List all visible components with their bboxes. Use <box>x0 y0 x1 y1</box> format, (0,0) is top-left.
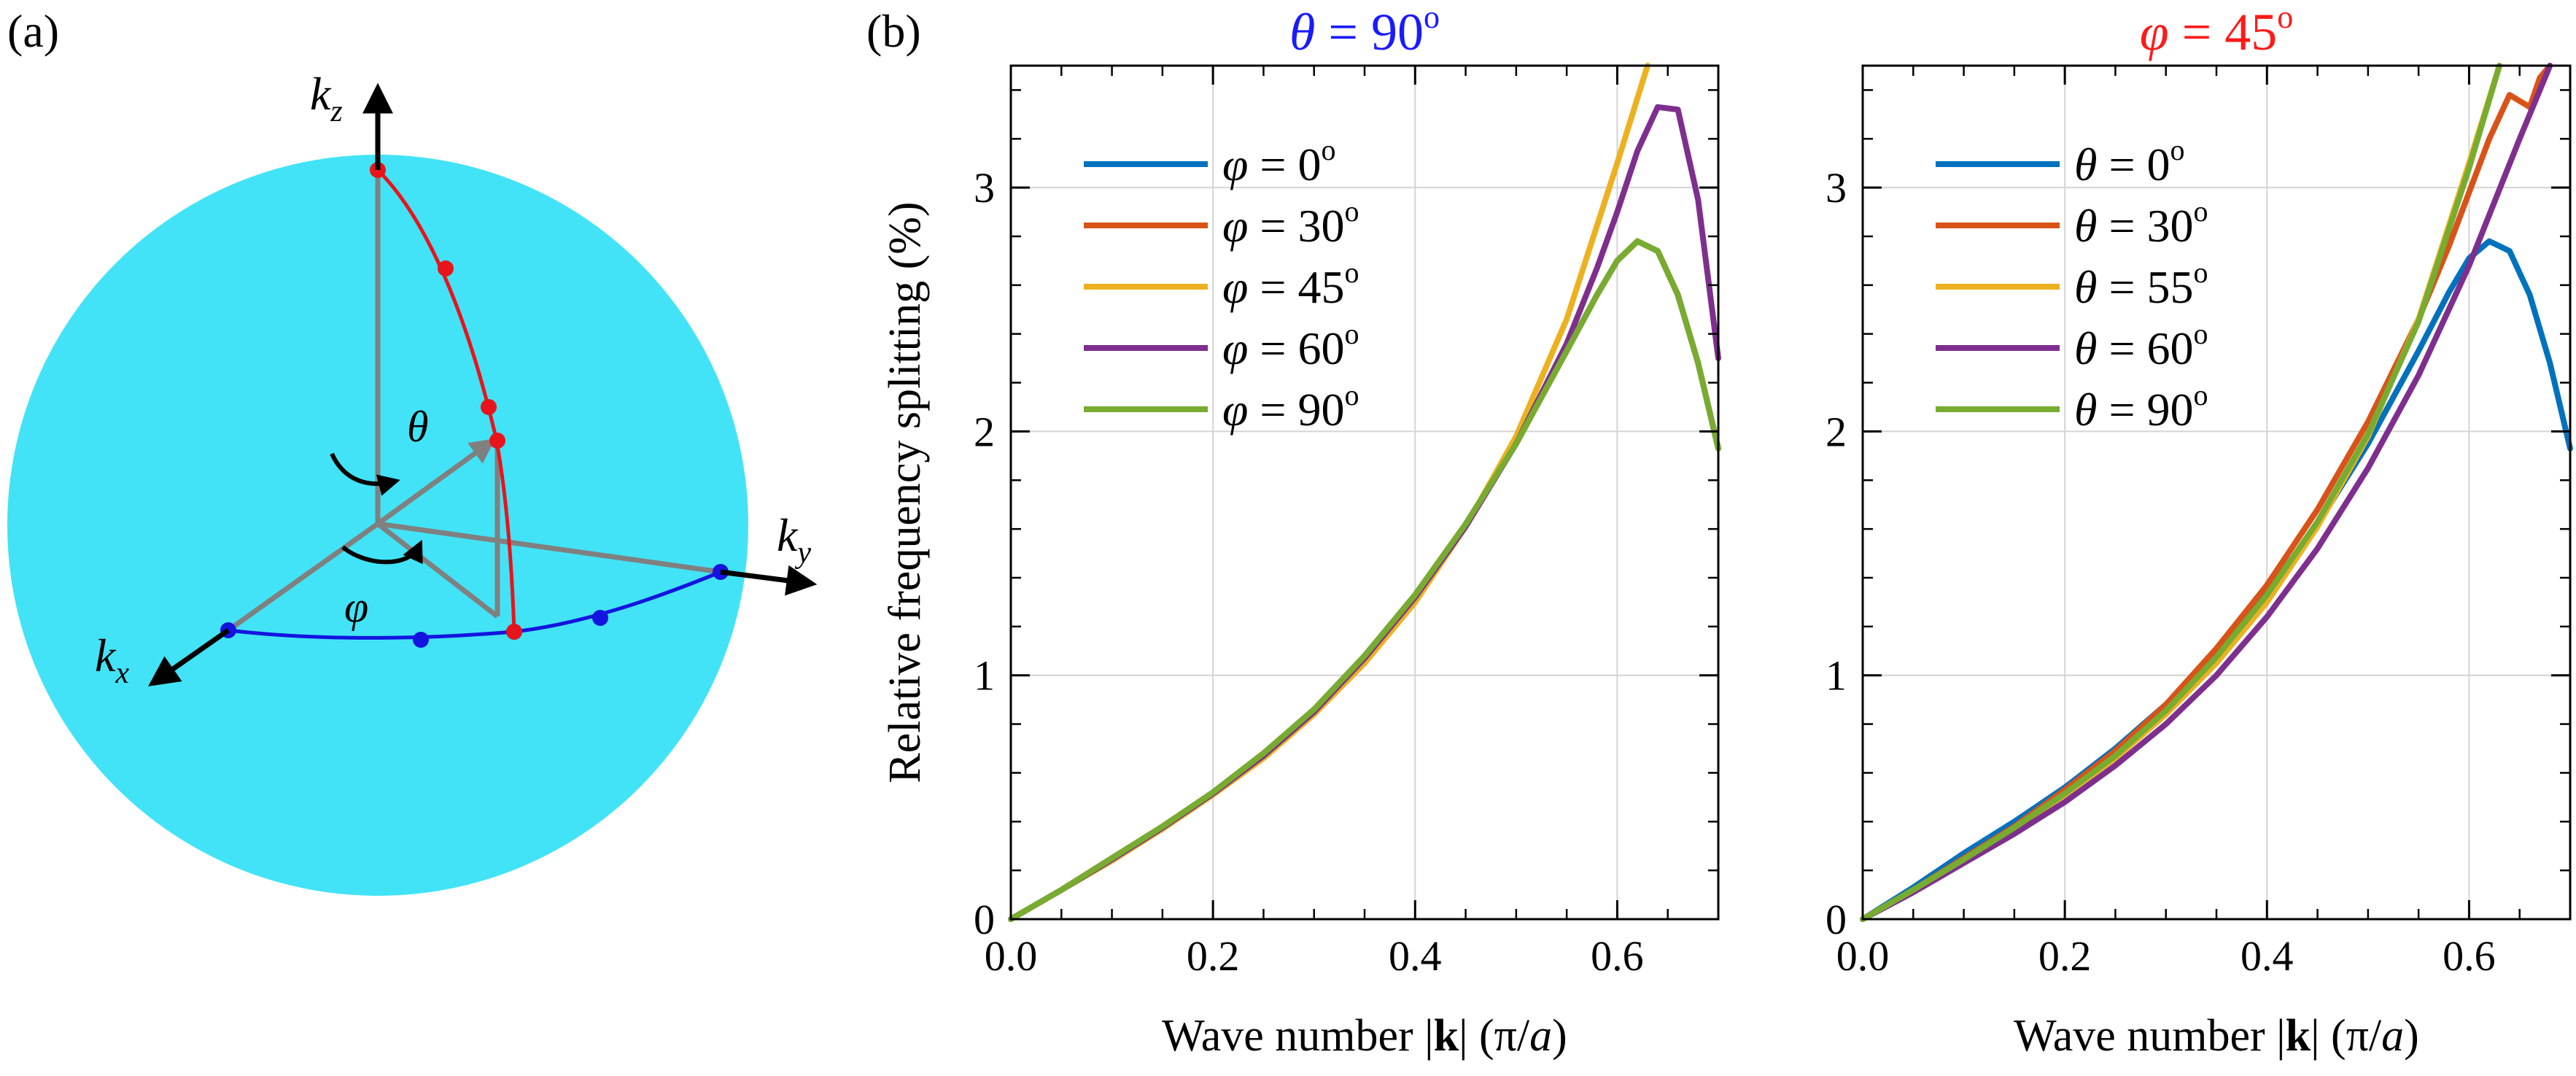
x-tick-label: 0.0 <box>985 932 1038 980</box>
series-line-4 <box>1008 238 1721 922</box>
phi-point <box>592 610 608 626</box>
kz-label: kz <box>310 68 343 128</box>
kx-label: kx <box>95 630 129 690</box>
legend-entry: θ = 90o <box>2074 379 2208 436</box>
x-axis-label: Wave number |k| (π/a) <box>2014 1011 2419 1061</box>
ky-projection-line <box>377 521 721 575</box>
ky-label: ky <box>777 509 811 570</box>
series-line-1 <box>1008 238 1721 922</box>
kx-axis-arrow <box>148 628 230 686</box>
series-line-3 <box>1860 63 2553 922</box>
theta-label: θ <box>407 403 428 451</box>
k-vector-arrow <box>376 438 496 526</box>
series-line-2 <box>1860 63 2502 922</box>
legend-entry: θ = 30o <box>2074 195 2208 252</box>
tick-labels: 0.0 0.2 0.4 0.6 0 1 2 3 <box>974 164 1644 980</box>
series-line-0 <box>1008 238 1721 922</box>
legend-entry: θ = 0o <box>2074 133 2185 190</box>
plot-frame <box>1861 64 2572 921</box>
series-lines <box>1008 63 1721 922</box>
grid-lines <box>1863 66 2570 919</box>
phi-label: φ <box>344 583 368 631</box>
theta-point <box>506 624 522 640</box>
x-tick-label: 0.4 <box>2241 932 2294 980</box>
legend-entry: θ = 55o <box>2074 256 2208 313</box>
chart-title: φ = 45o <box>2140 0 2293 61</box>
legend-entry: φ = 30o <box>1222 195 1359 252</box>
x-axis-label: Wave number |k| (π/a) <box>1162 1011 1567 1061</box>
y-tick-label: 3 <box>974 164 995 212</box>
y-tick-label: 3 <box>1826 164 1847 212</box>
theta-point <box>481 399 497 415</box>
tick-marks <box>1009 66 1720 921</box>
kx-projection-line <box>226 522 380 632</box>
legend-entry: φ = 45o <box>1222 256 1359 313</box>
x-tick-label: 0.6 <box>1591 932 1644 980</box>
panel-a-diagram: (a) <box>7 5 818 896</box>
y-tick-label: 2 <box>974 408 995 455</box>
series-line-1 <box>1860 63 2553 922</box>
x-tick-label: 0.6 <box>2443 932 2496 980</box>
legend-entry: θ = 60o <box>2074 317 2208 374</box>
legend-entry: φ = 90o <box>1222 379 1359 436</box>
series-line-3 <box>1008 104 1721 922</box>
theta-point <box>489 433 505 449</box>
panel-a-label: (a) <box>7 5 59 57</box>
theta-arc <box>376 169 516 632</box>
tick-labels: 0.0 0.2 0.4 0.6 0 1 2 3 <box>1826 164 2496 980</box>
x-tick-label: 0.2 <box>2038 932 2092 980</box>
ky-axis-arrow <box>720 565 818 596</box>
series-lines <box>1860 63 2573 922</box>
tick-marks <box>1861 66 2572 921</box>
x-tick-label: 0.0 <box>1836 932 1890 980</box>
y-tick-label: 0 <box>1826 896 1847 943</box>
y-axis-label: Relative frequency splitting (%) <box>880 201 930 783</box>
series-line-0 <box>1860 238 2573 922</box>
series-line-2 <box>1008 63 1650 922</box>
series-line-4 <box>1860 63 2502 922</box>
grid-lines <box>1011 66 1718 919</box>
panel-b-label: (b) <box>866 5 921 57</box>
x-tick-label: 0.2 <box>1187 932 1240 980</box>
theta-angle-arrow <box>330 452 400 496</box>
x-tick-label: 0.4 <box>1389 932 1442 980</box>
legend-entry: φ = 60o <box>1222 317 1359 374</box>
phi-point <box>413 632 429 648</box>
theta-point <box>438 260 454 276</box>
y-tick-label: 1 <box>974 652 995 700</box>
legend-entry: φ = 0o <box>1222 133 1336 190</box>
plot-frame <box>1009 64 1720 921</box>
chart-title: θ = 90o <box>1289 0 1440 61</box>
y-tick-label: 1 <box>1826 652 1847 700</box>
phi-angle-arrow <box>341 539 423 565</box>
y-tick-label: 0 <box>974 896 995 943</box>
y-tick-label: 2 <box>1826 408 1847 455</box>
k-inplane-projection <box>376 522 500 619</box>
